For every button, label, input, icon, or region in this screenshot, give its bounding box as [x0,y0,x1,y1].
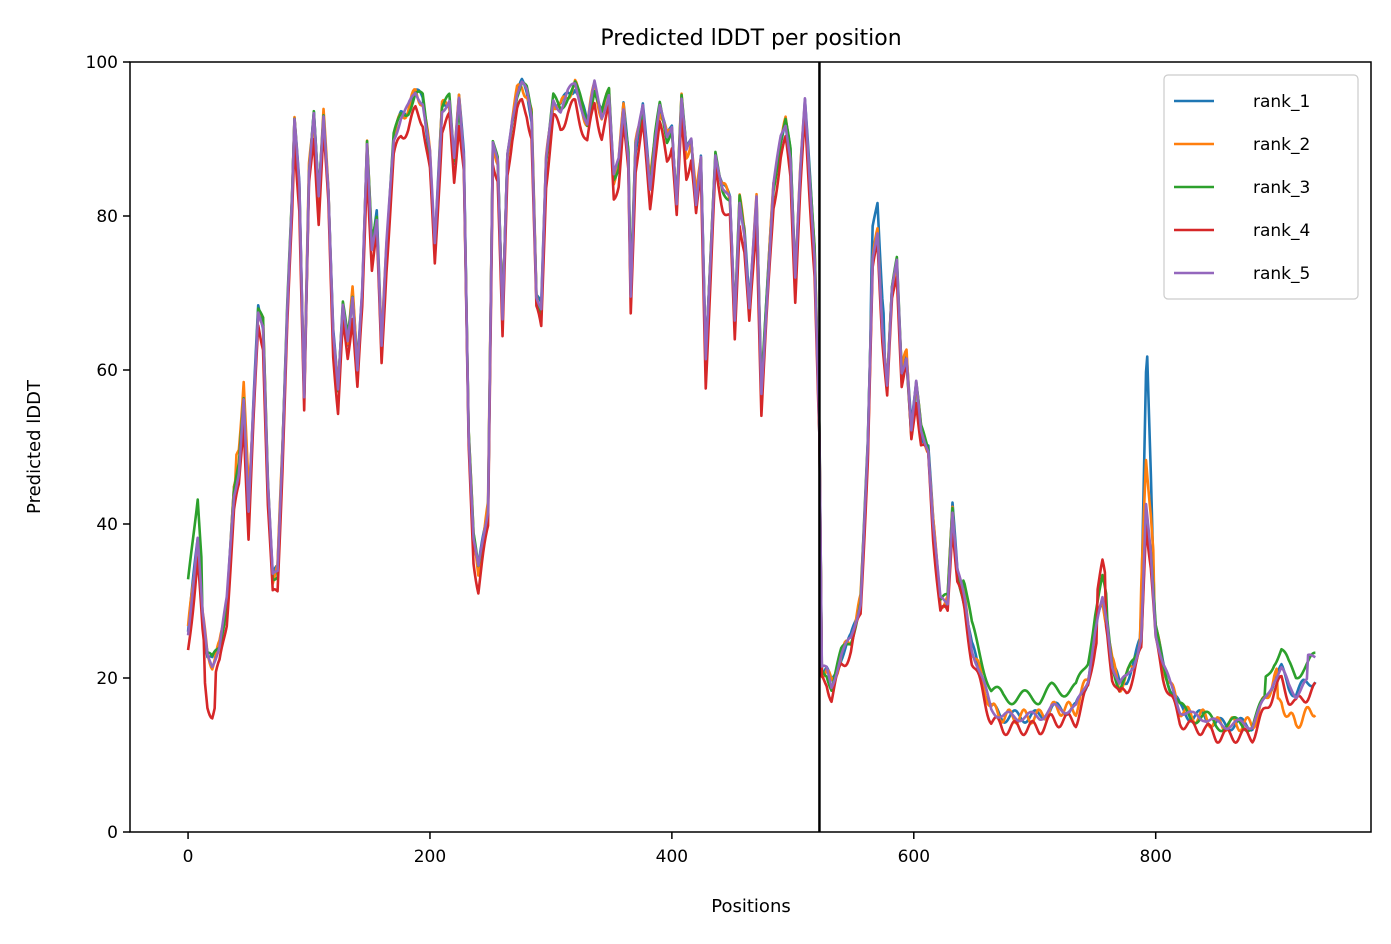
x-axis: 0 200 400 600 800 [183,832,1172,867]
series-layer [186,77,1317,744]
legend-label-rank_5: rank_5 [1253,264,1310,284]
x-tick-label: 200 [414,847,446,867]
legend-label-rank_1: rank_1 [1253,92,1310,112]
y-axis-label: Predicted lDDT [24,379,45,514]
x-tick-label: 800 [1139,847,1171,867]
x-tick-label: 600 [898,847,930,867]
legend: rank_1 rank_2 rank_3 rank_4 rank_5 [1163,74,1359,300]
legend-box [1163,74,1359,300]
y-tick-label: 40 [96,515,118,535]
legend-label-rank_3: rank_3 [1253,178,1310,198]
series-line-rank_5 [186,79,1316,731]
x-axis-label: Positions [711,896,790,917]
legend-label-rank_2: rank_2 [1253,135,1310,155]
y-tick-label: 100 [86,53,118,73]
y-tick-label: 60 [96,361,118,381]
legend-label-rank_4: rank_4 [1253,221,1310,241]
chart-title: Predicted lDDT per position [600,26,901,51]
y-tick-label: 0 [107,823,118,843]
x-tick-label: 400 [656,847,688,867]
y-axis: 0 20 40 60 80 100 [86,53,130,843]
x-tick-label: 0 [183,847,194,867]
plot-area [129,61,1372,833]
plot-frame [129,61,1372,833]
y-tick-label: 20 [96,669,118,689]
y-tick-label: 80 [96,207,118,227]
